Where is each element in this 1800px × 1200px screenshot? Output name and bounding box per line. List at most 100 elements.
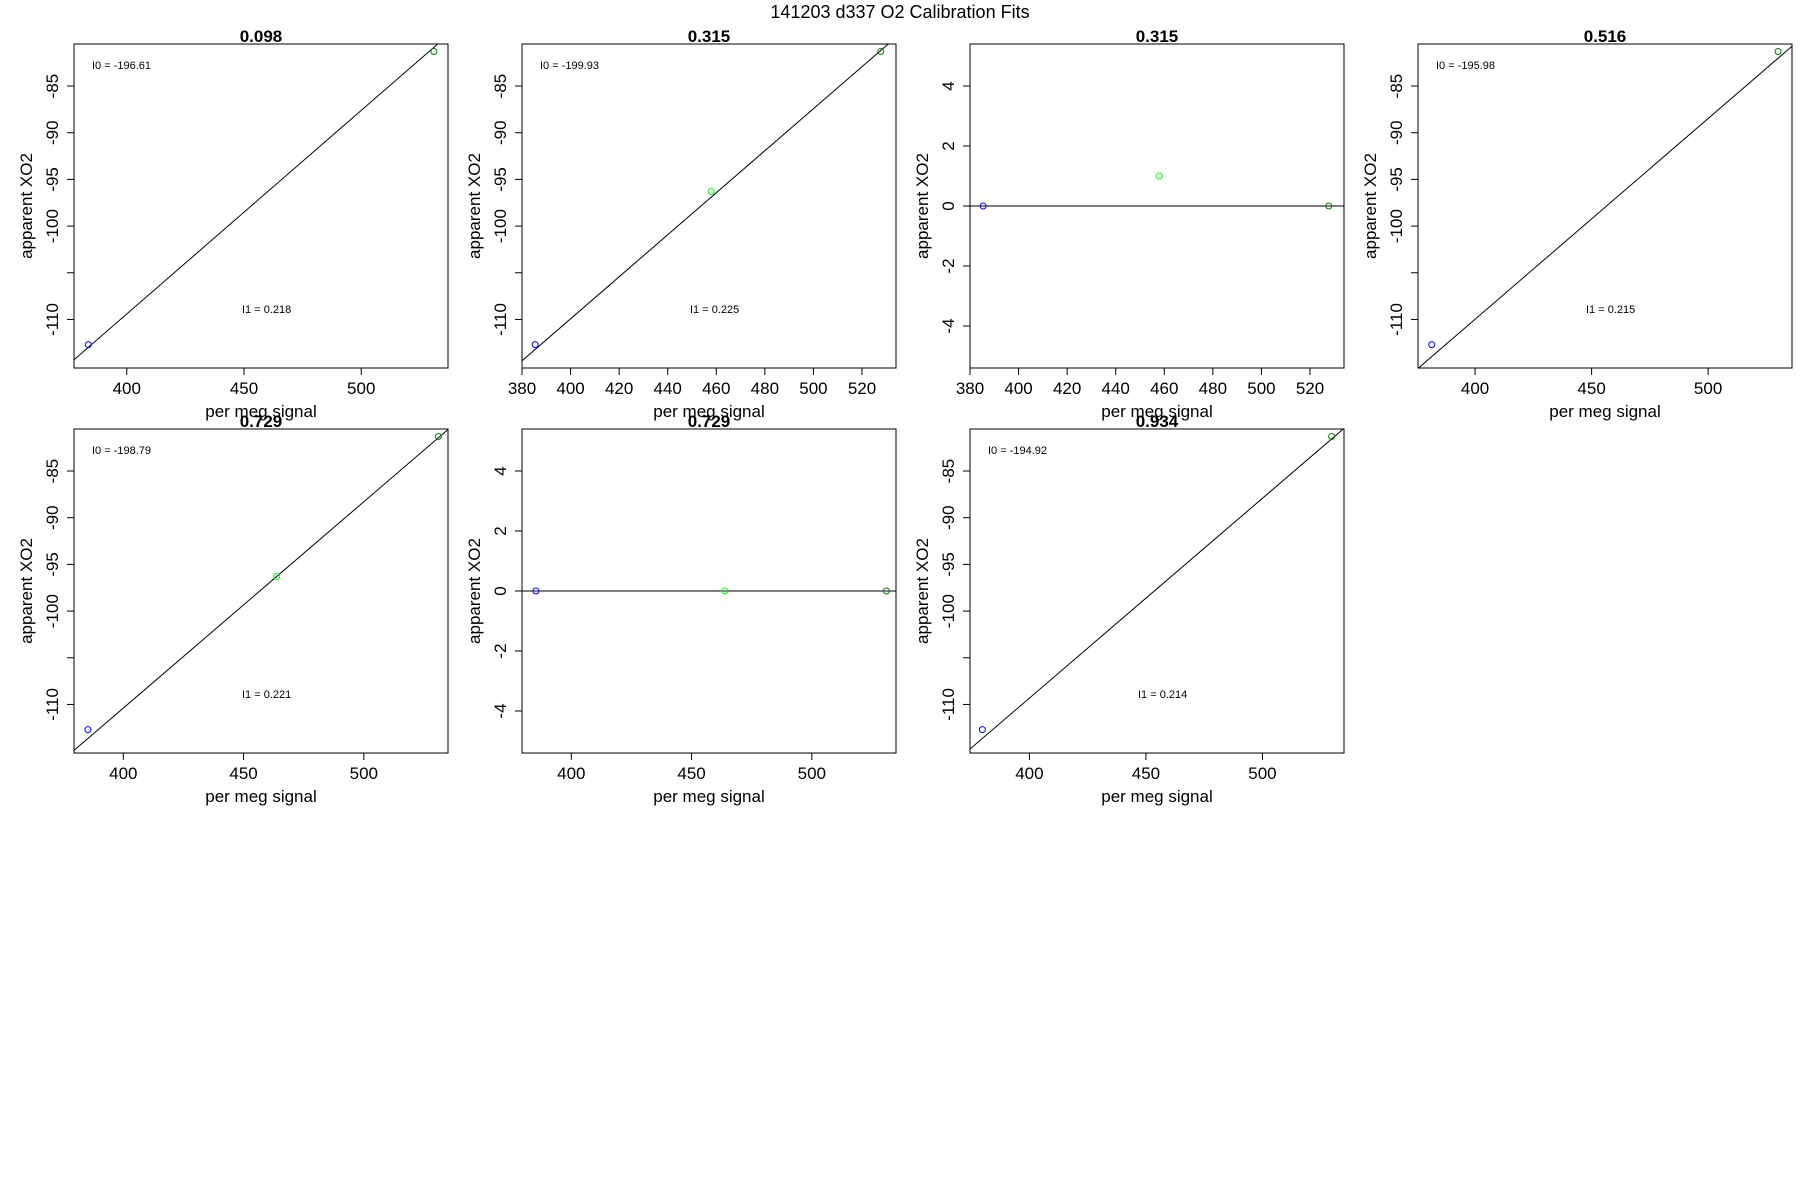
x-tick-label: 500 [1694,379,1722,398]
x-tick-label: 520 [848,379,876,398]
fit-line [970,429,1344,750]
x-axis-label: per meg signal [205,787,317,806]
y-tick-label: -100 [43,209,62,243]
y-tick-label: 4 [491,466,510,475]
y-tick-label: -85 [43,459,62,484]
plot-frame [73,428,449,754]
y-axis-label: apparent XO2 [913,153,932,259]
y-tick-label: -110 [43,303,62,336]
slope-annotation: I1 = 0.215 [1586,304,1635,316]
data-point [882,587,890,595]
panel-title: 0.098 [240,27,283,46]
chart-panel: 380 400 420 440 460 480 500 520 -85 -90 -95 -100 -11… [465,27,897,421]
y-tick-label: -2 [939,258,958,273]
y-tick-label: -95 [43,167,62,192]
plot-frame [521,43,897,369]
data-point [273,573,281,581]
y-tick-label: -90 [43,120,62,145]
data-point [434,432,442,440]
y-axis-label: apparent XO2 [17,153,36,259]
x-tick-label: 440 [654,379,682,398]
fit-line [74,429,448,751]
y-tick-label: -4 [939,318,958,333]
y-tick-label: -4 [491,703,510,718]
y-tick-label: -95 [939,552,958,577]
panel-title: 0.729 [240,412,283,431]
x-tick-label: 380 [956,379,984,398]
y-tick-label: -85 [1387,74,1406,99]
panel-title: 0.315 [688,27,731,46]
data-point [979,202,987,210]
x-tick-label: 450 [230,379,258,398]
x-tick-label: 420 [1053,379,1081,398]
page-title: 141203 d337 O2 Calibration Fits [770,2,1030,22]
y-tick-label: 0 [491,586,510,595]
slope-annotation: I1 = 0.214 [1138,689,1187,701]
data-point [1325,202,1333,210]
intercept-annotation: I0 = -194.92 [988,445,1047,457]
x-tick-label: 460 [1150,379,1178,398]
data-point [532,587,540,595]
x-tick-label: 480 [1199,379,1227,398]
x-tick-label: 450 [1132,764,1160,783]
panel-title: 0.315 [1136,27,1179,46]
fit-line [1418,45,1792,368]
x-axis-label: per meg signal [653,787,765,806]
y-tick-label: 4 [939,81,958,90]
intercept-annotation: I0 = -195.98 [1436,60,1495,72]
y-tick-label: -110 [491,303,510,336]
chart-panel: 400 450 500 4 2 0 -2 -4 per meg signal apparent X… [465,412,897,806]
x-axis-label: per meg signal [1549,402,1661,421]
data-point [1428,341,1436,349]
y-tick-label: -95 [1387,167,1406,192]
data-point [1774,47,1782,55]
y-tick-label: -90 [1387,120,1406,145]
x-axis-label: per meg signal [205,402,317,421]
y-axis-label: apparent XO2 [1361,153,1380,259]
y-tick-label: -110 [1387,303,1406,336]
y-tick-label: -90 [939,505,958,530]
slope-annotation: I1 = 0.221 [242,689,291,701]
x-axis-label: per meg signal [1101,402,1213,421]
y-tick-label: -95 [491,167,510,192]
intercept-annotation: I0 = -199.93 [540,60,599,72]
x-axis-label: per meg signal [653,402,765,421]
y-tick-label: -100 [1387,209,1406,243]
y-tick-label: -100 [43,594,62,628]
data-point [84,341,92,349]
panel-title: 0.516 [1584,27,1627,46]
x-tick-label: 400 [109,764,137,783]
x-tick-label: 500 [1247,379,1275,398]
intercept-annotation: I0 = -196.61 [92,60,151,72]
y-tick-label: 2 [491,526,510,535]
y-tick-label: -85 [939,459,958,484]
x-tick-label: 500 [347,379,375,398]
x-tick-label: 400 [1461,379,1489,398]
data-point [531,341,539,349]
x-tick-label: 500 [1248,764,1276,783]
chart-panel: 400 450 500 -85 -90 -95 -100 -110 per meg signal… [913,412,1345,806]
y-tick-label: -85 [491,74,510,99]
y-tick-label: -90 [491,120,510,145]
y-tick-label: -90 [43,505,62,530]
y-axis-label: apparent XO2 [17,538,36,644]
x-tick-label: 400 [113,379,141,398]
y-tick-label: -110 [939,688,958,721]
y-tick-label: -2 [491,643,510,658]
x-tick-label: 420 [605,379,633,398]
y-tick-label: -100 [491,209,510,243]
data-point [978,726,986,734]
x-tick-label: 460 [702,379,730,398]
data-point [877,47,885,55]
y-axis-label: apparent XO2 [913,538,932,644]
panel-title: 0.934 [1136,412,1179,431]
x-tick-label: 500 [350,764,378,783]
x-tick-label: 400 [1004,379,1032,398]
data-point [1328,432,1336,440]
data-point [430,47,438,55]
y-tick-label: 2 [939,141,958,150]
panel-title: 0.729 [688,412,731,431]
x-tick-label: 400 [556,379,584,398]
x-tick-label: 480 [751,379,779,398]
